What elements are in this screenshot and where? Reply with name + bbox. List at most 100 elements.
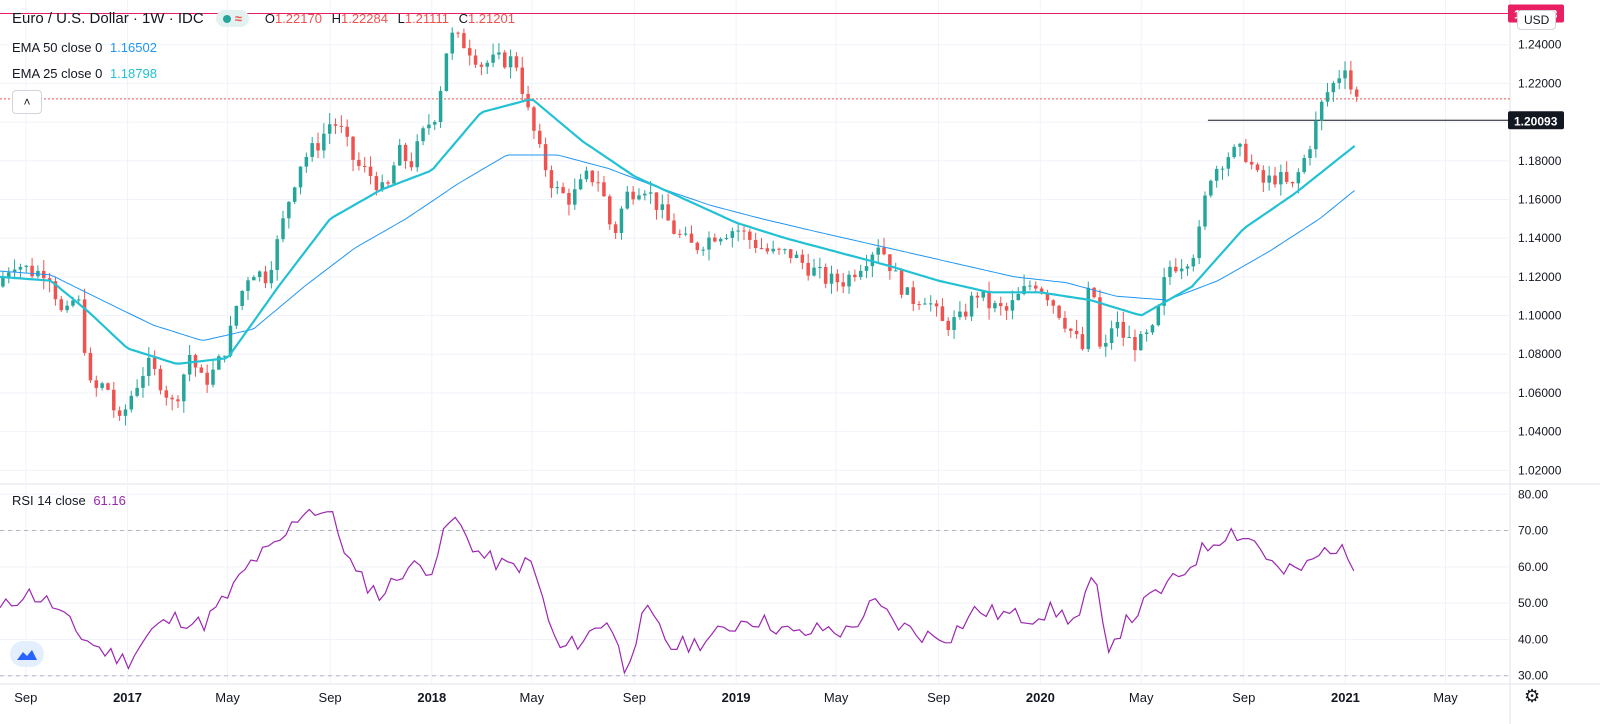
candle-body: [631, 191, 635, 200]
x-tick-label: 2018: [417, 690, 446, 705]
candle-body: [1354, 89, 1359, 97]
rsi-pane: [0, 508, 1510, 677]
rsi-legend[interactable]: RSI 14 close 61.16: [12, 493, 126, 508]
candle-body: [1191, 258, 1196, 267]
candle-body: [211, 369, 215, 385]
candle-body: [24, 265, 29, 267]
candle-body: [940, 306, 945, 321]
candle-body: [199, 367, 204, 373]
candle-body: [608, 196, 612, 225]
candle-body: [415, 141, 419, 168]
ema25-legend[interactable]: EMA 25 close 0 1.18798: [12, 66, 157, 81]
candle-body: [397, 144, 402, 166]
x-tick-label: 2019: [722, 690, 751, 705]
candle-body: [759, 247, 764, 249]
currency-button[interactable]: USD: [1517, 10, 1557, 30]
candle-body: [1255, 164, 1260, 171]
candle-body: [112, 389, 116, 411]
rsi-y-tick-label: 50.00: [1518, 596, 1548, 610]
candle-body: [724, 237, 729, 239]
symbol-title[interactable]: Euro / U.S. Dollar · 1W · IDC: [12, 10, 204, 27]
gear-icon[interactable]: ⚙: [1524, 686, 1541, 706]
candle-body: [141, 375, 145, 388]
candle-body: [82, 299, 87, 353]
candle-body: [928, 303, 933, 305]
candle-body: [532, 107, 536, 131]
candle-body: [899, 270, 904, 295]
y-tick-label: 1.14000: [1518, 231, 1562, 245]
candle-body: [1004, 306, 1009, 311]
candle-body: [12, 269, 17, 273]
candle-body: [835, 273, 840, 283]
candle-body: [613, 224, 618, 233]
rsi-y-tick-label: 60.00: [1518, 560, 1548, 574]
collapse-legend-button[interactable]: ˄: [12, 90, 42, 114]
candle-body: [853, 274, 857, 278]
candle-body: [129, 395, 134, 410]
candle-body: [1028, 285, 1032, 287]
ema50-value: 1.16502: [109, 40, 157, 55]
candle-body: [222, 355, 227, 357]
candle-body: [666, 204, 670, 221]
candle-body: [1156, 305, 1161, 326]
candle-body: [648, 192, 653, 194]
candle-body: [53, 281, 58, 300]
candle-body: [403, 144, 408, 162]
candle-body: [660, 204, 665, 210]
candle-body: [357, 159, 361, 167]
candle-body: [1331, 83, 1336, 93]
candle-body: [432, 122, 437, 125]
candle-body: [619, 208, 624, 233]
candle-body: [1203, 195, 1207, 227]
candle-body: [30, 265, 34, 277]
candle-body: [310, 143, 314, 157]
candle-body: [135, 387, 139, 396]
candle-body: [1226, 157, 1231, 169]
candle-body: [549, 170, 554, 189]
candle-body: [847, 274, 851, 287]
x-tick-label: May: [824, 690, 849, 705]
candle-body: [701, 249, 705, 251]
chart-logo-button[interactable]: [10, 641, 44, 667]
ema25-value: 1.18798: [109, 66, 157, 81]
candle-body: [327, 124, 332, 134]
candle-body: [643, 193, 647, 196]
rsi-y-tick-label: 80.00: [1518, 487, 1548, 501]
candle-body: [1039, 288, 1044, 293]
candle-body: [94, 380, 99, 388]
candle-body: [1127, 336, 1131, 338]
candle-body: [812, 267, 816, 276]
candle-body: [1, 277, 5, 287]
candle-body: [952, 317, 956, 331]
y-tick-label: 1.12000: [1518, 270, 1562, 284]
candle-body: [1010, 300, 1015, 311]
candle-body: [1074, 330, 1079, 335]
candle-body: [1249, 161, 1254, 165]
close-value: 1.21201: [467, 11, 515, 26]
candle-body: [963, 311, 968, 317]
candle-body: [1115, 321, 1120, 329]
market-status-badge[interactable]: ≈: [215, 10, 249, 27]
candle-body: [106, 383, 110, 390]
chart-logo-icon: [17, 650, 37, 660]
candle-body: [1325, 92, 1330, 102]
x-tick-label: Sep: [927, 690, 950, 705]
candle-body: [602, 182, 606, 197]
ema50-legend[interactable]: EMA 50 close 0 1.16502: [12, 40, 157, 55]
candle-body: [374, 176, 379, 191]
candle-body: [503, 52, 507, 68]
rsi-value: 61.16: [93, 493, 126, 508]
candle-body: [1284, 171, 1289, 182]
candle-body: [905, 287, 910, 295]
candle-body: [917, 304, 921, 306]
candle-body: [888, 254, 892, 272]
candle-body: [1133, 336, 1137, 351]
candle-body: [1220, 168, 1225, 170]
chevron-up-icon: ˄: [23, 95, 31, 109]
y-tick-label: 1.02000: [1518, 463, 1562, 477]
candle-body: [409, 161, 414, 168]
candle-body: [18, 266, 23, 270]
candle-body: [1244, 143, 1248, 162]
candle-body: [520, 67, 525, 94]
candle-body: [508, 56, 513, 68]
